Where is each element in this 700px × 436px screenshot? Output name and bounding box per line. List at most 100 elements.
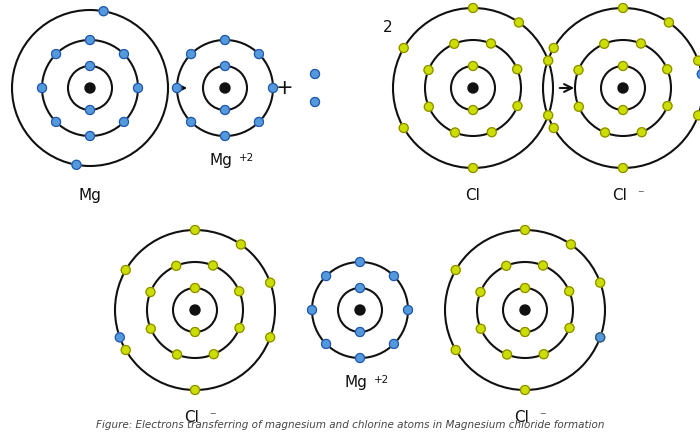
Circle shape <box>85 132 94 140</box>
Circle shape <box>311 69 319 78</box>
Circle shape <box>389 272 398 280</box>
Text: Cl: Cl <box>514 410 529 425</box>
Circle shape <box>356 283 365 293</box>
Circle shape <box>452 345 460 354</box>
Circle shape <box>254 117 263 126</box>
Circle shape <box>544 111 553 120</box>
Text: Figure: Electrons transferring of magnesium and chlorine atoms in Magnesium chlo: Figure: Electrons transferring of magnes… <box>96 420 604 430</box>
Circle shape <box>116 333 125 342</box>
Circle shape <box>539 350 548 359</box>
Circle shape <box>399 123 408 133</box>
Circle shape <box>636 39 645 48</box>
Circle shape <box>538 261 547 270</box>
Circle shape <box>356 327 365 337</box>
Circle shape <box>120 50 128 58</box>
Circle shape <box>502 261 511 270</box>
Circle shape <box>618 83 628 93</box>
Circle shape <box>72 160 81 169</box>
Text: ⁻: ⁻ <box>209 410 216 423</box>
Circle shape <box>355 305 365 315</box>
Circle shape <box>190 327 199 337</box>
Circle shape <box>321 340 330 348</box>
Circle shape <box>601 128 610 137</box>
Circle shape <box>266 333 274 342</box>
Text: Cl: Cl <box>466 188 480 203</box>
Circle shape <box>311 98 319 106</box>
Circle shape <box>190 225 199 235</box>
Circle shape <box>521 225 529 235</box>
Circle shape <box>596 278 605 287</box>
Circle shape <box>468 106 477 115</box>
Circle shape <box>389 340 398 348</box>
Circle shape <box>52 50 61 58</box>
Text: ⁻: ⁻ <box>539 410 545 423</box>
Circle shape <box>513 102 522 110</box>
Circle shape <box>512 65 522 74</box>
Circle shape <box>190 305 200 315</box>
Circle shape <box>134 84 143 92</box>
Circle shape <box>235 324 244 333</box>
Circle shape <box>697 70 700 78</box>
Circle shape <box>550 123 558 133</box>
Circle shape <box>452 266 460 275</box>
Circle shape <box>596 333 605 342</box>
Circle shape <box>619 3 627 13</box>
Circle shape <box>85 35 94 44</box>
Circle shape <box>190 385 199 395</box>
Circle shape <box>694 111 700 120</box>
Circle shape <box>220 61 230 71</box>
Circle shape <box>476 324 485 333</box>
Text: +2: +2 <box>239 153 254 163</box>
Circle shape <box>424 65 433 75</box>
Circle shape <box>521 385 529 395</box>
Text: 2: 2 <box>383 20 393 35</box>
Circle shape <box>565 324 574 333</box>
Circle shape <box>399 44 408 52</box>
Circle shape <box>269 84 277 92</box>
Circle shape <box>694 56 700 65</box>
Circle shape <box>220 35 230 44</box>
Circle shape <box>451 128 459 137</box>
Circle shape <box>254 50 263 58</box>
Circle shape <box>99 7 108 16</box>
Circle shape <box>190 283 199 293</box>
Circle shape <box>120 117 128 126</box>
Text: +2: +2 <box>374 375 389 385</box>
Circle shape <box>544 56 553 65</box>
Circle shape <box>146 324 155 333</box>
Text: +: + <box>276 78 294 98</box>
Circle shape <box>637 128 646 136</box>
Circle shape <box>424 102 433 111</box>
Circle shape <box>663 102 672 110</box>
Circle shape <box>266 278 274 287</box>
Circle shape <box>520 305 530 315</box>
Circle shape <box>487 128 496 136</box>
Circle shape <box>449 39 459 48</box>
Circle shape <box>52 117 61 126</box>
Circle shape <box>85 61 94 71</box>
Circle shape <box>596 333 605 342</box>
Text: Cl: Cl <box>185 410 200 425</box>
Circle shape <box>38 84 46 92</box>
Circle shape <box>574 65 583 75</box>
Circle shape <box>600 39 609 48</box>
Circle shape <box>85 83 95 93</box>
Circle shape <box>172 350 181 359</box>
Circle shape <box>85 106 94 115</box>
Circle shape <box>503 350 512 359</box>
Circle shape <box>356 258 365 266</box>
Circle shape <box>234 287 244 296</box>
Circle shape <box>574 102 583 111</box>
Circle shape <box>468 164 477 173</box>
Circle shape <box>521 283 529 293</box>
Circle shape <box>237 240 246 249</box>
Circle shape <box>521 327 529 337</box>
Circle shape <box>307 306 316 314</box>
Circle shape <box>468 61 477 71</box>
Text: ⁻: ⁻ <box>637 188 643 201</box>
Circle shape <box>619 61 627 71</box>
Circle shape <box>220 83 230 93</box>
Circle shape <box>619 106 627 115</box>
Circle shape <box>121 345 130 354</box>
Text: Mg: Mg <box>209 153 232 168</box>
